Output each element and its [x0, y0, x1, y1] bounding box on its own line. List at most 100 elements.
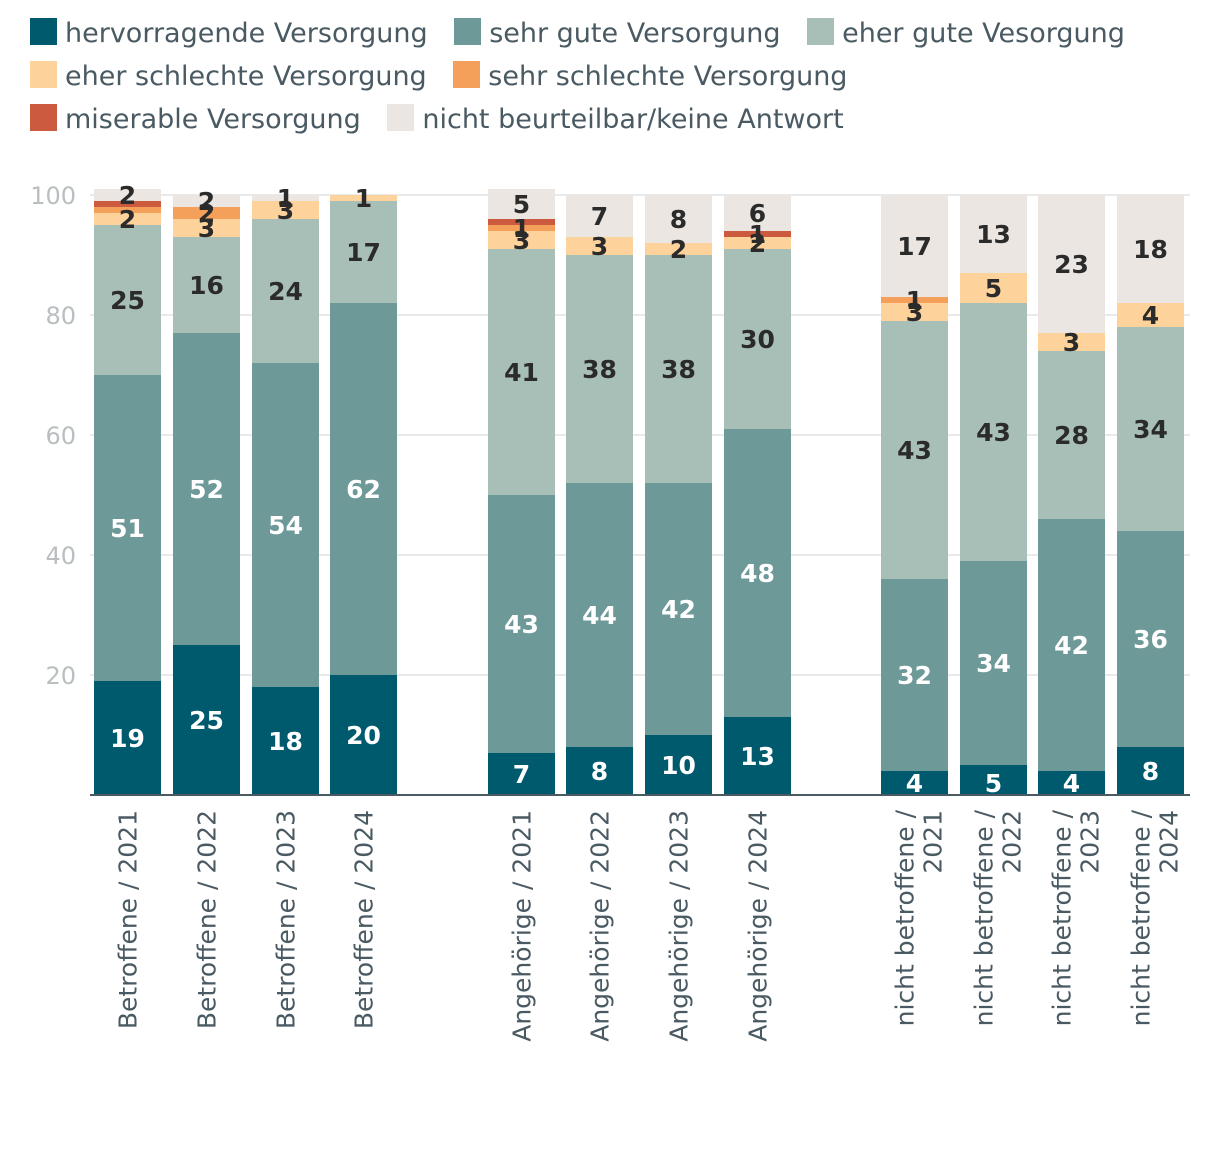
legend: hervorragende Versorgung sehr gute Verso… [30, 12, 1190, 141]
bar-segment [330, 303, 397, 675]
bar-segment [173, 645, 240, 795]
bar-segment [724, 195, 791, 231]
legend-item: hervorragende Versorgung [30, 18, 428, 49]
data-label: 24 [268, 277, 303, 306]
legend-item: sehr schlechte Versorgung [453, 61, 847, 92]
bar-segment [330, 201, 397, 303]
bar-segment [173, 237, 240, 333]
data-label: 28 [1054, 421, 1089, 450]
bar-segment [94, 375, 161, 681]
bar-segment [645, 255, 712, 483]
data-label: 25 [110, 286, 145, 315]
data-label: 4 [1063, 769, 1080, 798]
data-label: 38 [582, 355, 617, 384]
x-category-label: 2023 [1076, 810, 1105, 874]
y-tick-label: 60 [45, 422, 76, 450]
legend-swatch [454, 18, 482, 45]
bar-segment [1038, 519, 1105, 771]
bar-segment [330, 675, 397, 795]
data-label: 19 [110, 724, 145, 753]
bar-segment [488, 225, 555, 231]
bar-segment [330, 195, 397, 201]
x-category-label: Angehörige / 2022 [586, 810, 615, 1042]
data-label: 1 [906, 286, 923, 315]
data-label: 18 [268, 727, 303, 756]
bar-segment [724, 429, 791, 717]
x-category-label: Betroffene / 2022 [193, 810, 222, 1029]
data-label: 3 [906, 298, 923, 327]
bar-segment [881, 321, 948, 579]
legend-swatch [387, 104, 415, 131]
data-label: 2 [198, 199, 215, 228]
legend-item: nicht beurteilbar/keine Antwort [387, 104, 844, 135]
bar-segment [1117, 195, 1184, 303]
x-category-label: Betroffene / 2021 [114, 810, 143, 1029]
x-category-label: nicht betroffene / [1048, 809, 1077, 1026]
data-label: 4 [906, 769, 923, 798]
bar-segment [724, 249, 791, 429]
legend-swatch [807, 18, 835, 45]
data-label: 1 [513, 214, 530, 243]
bar-segment [252, 201, 319, 219]
bar-segment [881, 303, 948, 321]
bar-segment [252, 195, 319, 201]
legend-label: nicht beurteilbar/keine Antwort [422, 104, 844, 135]
bar-segment [1038, 195, 1105, 333]
bar-segment [960, 561, 1027, 765]
bar-segment [881, 579, 948, 771]
data-label: 30 [740, 325, 775, 354]
bar-segment [1038, 333, 1105, 351]
legend-swatch [453, 61, 481, 88]
bar-segment [566, 747, 633, 795]
data-label: 2 [119, 205, 136, 234]
data-label: 38 [661, 355, 696, 384]
bar-segment [94, 207, 161, 213]
bar-segment [94, 225, 161, 375]
data-label: 34 [976, 649, 1011, 678]
bar-segment [881, 771, 948, 795]
legend-swatch [30, 18, 57, 45]
y-tick-label: 20 [45, 662, 76, 690]
y-tick-label: 40 [45, 542, 76, 570]
data-label: 36 [1133, 625, 1168, 654]
bar-segment [960, 195, 1027, 273]
bar-segment [94, 201, 161, 207]
bar-segment [488, 495, 555, 753]
bar-segment [173, 207, 240, 219]
data-label: 48 [740, 559, 775, 588]
bar-segment [94, 189, 161, 201]
data-label: 6 [749, 199, 766, 228]
bar-segment [488, 189, 555, 219]
data-label: 8 [1142, 757, 1159, 786]
legend-item: sehr gute Versorgung [454, 18, 781, 49]
bar-segment [566, 237, 633, 255]
bar-segment [566, 255, 633, 483]
data-label: 1 [355, 184, 372, 213]
data-label: 3 [198, 214, 215, 243]
data-label: 41 [504, 358, 539, 387]
x-category-label: Angehörige / 2021 [508, 810, 537, 1042]
data-label: 2 [119, 181, 136, 210]
data-label: 3 [591, 232, 608, 261]
bar-segment [645, 483, 712, 735]
data-label: 42 [661, 595, 696, 624]
bar-segment [488, 219, 555, 225]
bar-segment [645, 735, 712, 795]
bar-segment [252, 363, 319, 687]
data-label: 8 [591, 757, 608, 786]
data-label: 7 [591, 202, 608, 231]
bar-segment [645, 243, 712, 255]
data-label: 1 [277, 184, 294, 213]
data-label: 43 [897, 436, 932, 465]
legend-label: sehr gute Versorgung [489, 18, 781, 49]
bar-segment [94, 681, 161, 795]
data-label: 62 [346, 475, 381, 504]
data-label: 7 [513, 760, 530, 789]
data-label: 20 [346, 721, 381, 750]
bar-segment [566, 483, 633, 747]
bar-segment [488, 249, 555, 495]
y-tick-label: 80 [45, 302, 76, 330]
x-category-label: Angehörige / 2023 [665, 810, 694, 1042]
data-label: 34 [1133, 415, 1168, 444]
bar-segment [566, 195, 633, 237]
